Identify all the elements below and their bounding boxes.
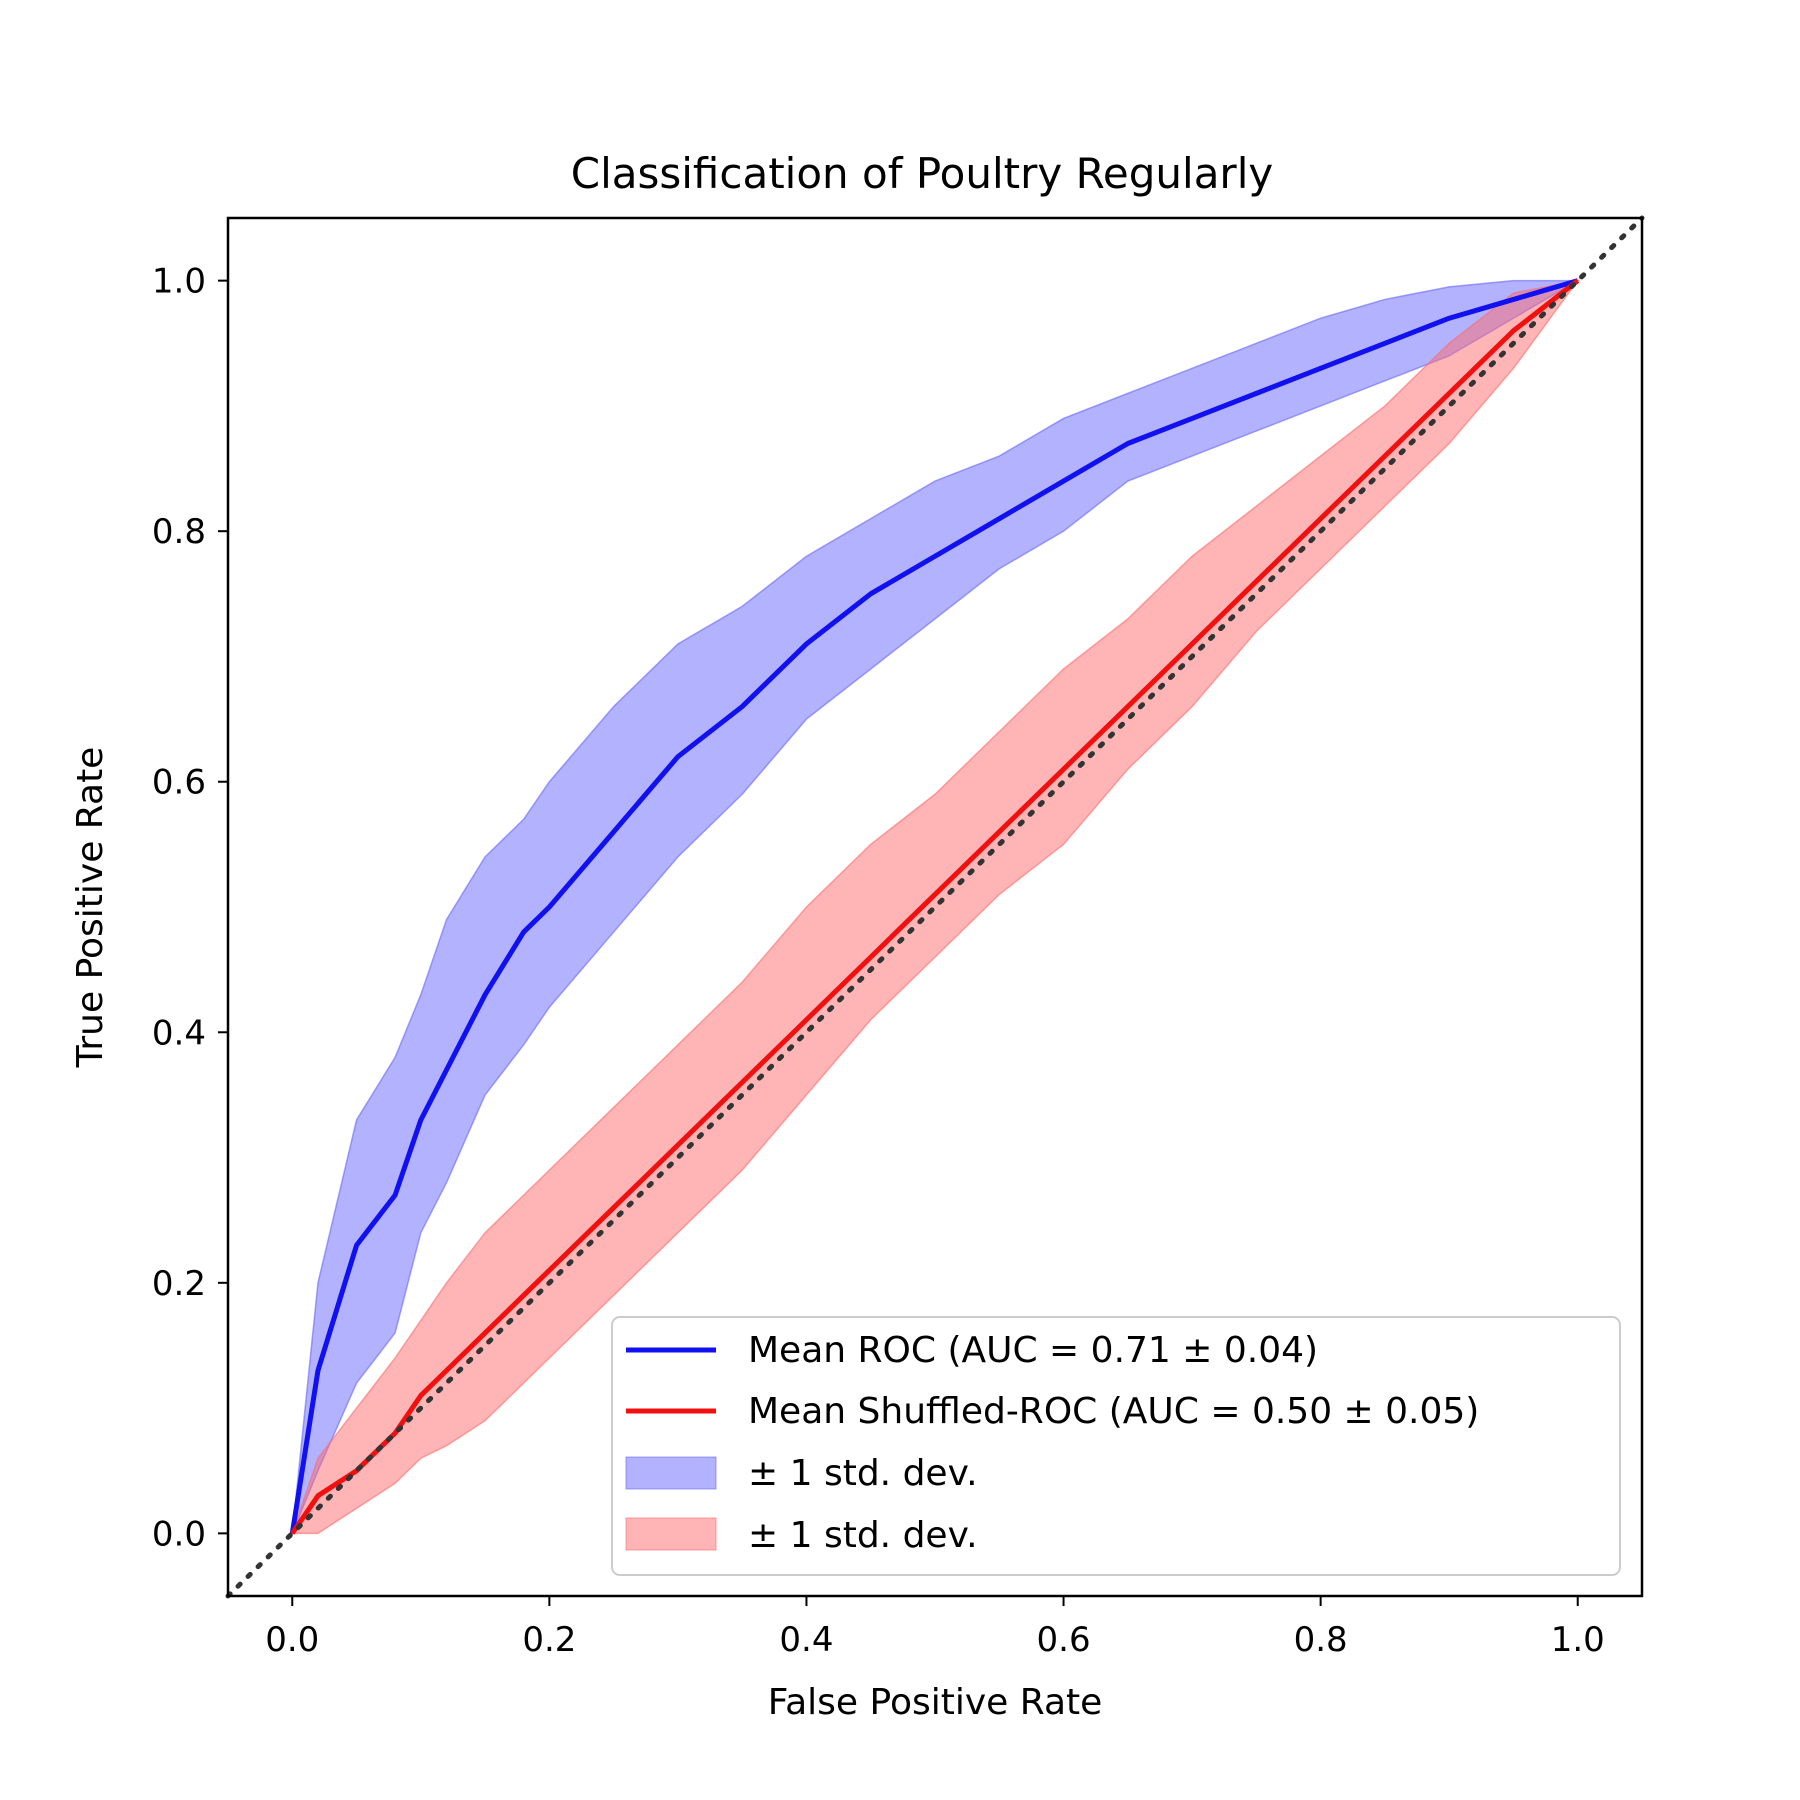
- x-tick-label: 1.0: [1551, 1620, 1605, 1660]
- legend-red-band-label: ± 1 std. dev.: [748, 1515, 978, 1556]
- y-tick-label: 0.0: [152, 1514, 206, 1554]
- y-tick-label: 0.4: [152, 1013, 206, 1053]
- plot-frame: [226, 216, 1644, 1598]
- legend-frame: [611, 1316, 1621, 1576]
- legend-shuffled-roc-label: Mean Shuffled-ROC (AUC = 0.50 ± 0.05): [748, 1391, 1479, 1432]
- y-axis-ticks: 0.0 0.2 0.4 0.6 0.8 1.0: [152, 262, 228, 1554]
- legend-mean-roc-label: Mean ROC (AUC = 0.71 ± 0.04): [748, 1330, 1318, 1371]
- y-tick-label: 1.0: [152, 262, 206, 302]
- plot-area: [225, 215, 1645, 1599]
- y-tick-label: 0.6: [152, 763, 206, 803]
- y-tick-label: 0.8: [152, 512, 206, 552]
- x-axis-ticks: 0.0 0.2 0.4 0.6 0.8 1.0: [265, 1596, 1605, 1660]
- legend-red-band-swatch: [625, 1517, 717, 1551]
- legend: Mean ROC (AUC = 0.71 ± 0.04) Mean Shuffl…: [611, 1316, 1621, 1576]
- x-tick-label: 0.8: [1294, 1620, 1348, 1660]
- x-tick-label: 0.4: [779, 1620, 833, 1660]
- y-axis-label: True Positive Rate: [70, 747, 111, 1069]
- x-tick-label: 0.6: [1037, 1620, 1091, 1660]
- x-tick-label: 0.0: [265, 1620, 319, 1660]
- legend-blue-band-swatch: [625, 1456, 717, 1490]
- y-tick-label: 0.2: [152, 1264, 206, 1304]
- chart-title: Classification of Poultry Regularly: [571, 149, 1273, 198]
- x-axis-label: False Positive Rate: [768, 1682, 1103, 1723]
- x-tick-label: 0.2: [522, 1620, 576, 1660]
- legend-blue-band-label: ± 1 std. dev.: [748, 1453, 978, 1494]
